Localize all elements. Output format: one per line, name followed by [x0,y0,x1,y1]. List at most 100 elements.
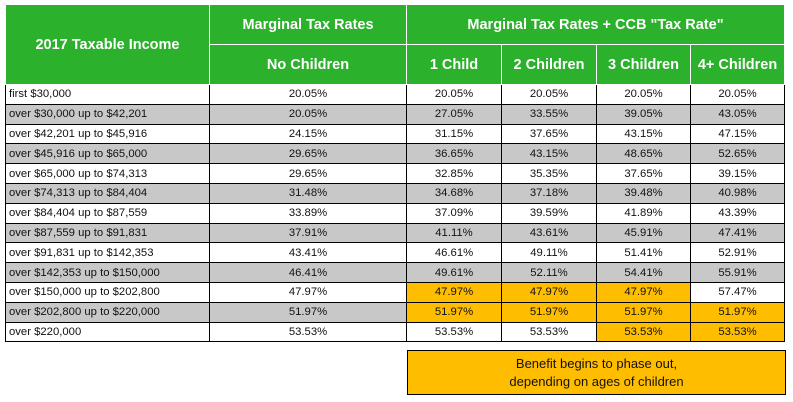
rate-1-child: 49.61% [406,262,502,283]
rate-4-children: 40.98% [690,182,785,204]
rate-1-child: 34.68% [406,182,502,204]
rate-4-children: 55.91% [690,262,785,283]
rate-2-children: 53.53% [501,321,597,343]
rate-2-children: 43.61% [501,222,597,244]
rate-2-children: 37.65% [501,123,597,145]
rate-4-children: 52.91% [690,242,785,264]
marginal-tax-rates-header: Marginal Tax Rates [209,4,407,45]
rate-no-children: 20.05% [209,84,407,105]
rate-2-children: 52.11% [501,262,597,283]
table-row: first $30,000 20.05% 20.05% 20.05% 20.05… [5,84,785,105]
rate-2-children: 33.55% [501,103,597,125]
rate-no-children: 20.05% [209,103,407,125]
rate-no-children: 29.65% [209,163,407,184]
rate-1-child: 53.53% [406,321,502,343]
table-row: over $30,000 up to $42,201 20.05% 27.05%… [5,103,785,125]
rate-3-children: 41.89% [596,202,691,224]
rate-4-children: 43.39% [690,202,785,224]
rate-1-child-phase-out: 47.97% [406,281,502,303]
rate-3-children-phase-out: 53.53% [596,321,691,343]
table-row: over $87,559 up to $91,831 37.91% 41.11%… [5,222,785,244]
rate-2-children-phase-out: 47.97% [501,281,597,303]
table-row: over $42,201 up to $45,916 24.15% 31.15%… [5,123,785,145]
rate-1-child-phase-out: 51.97% [406,301,502,323]
rate-no-children: 37.91% [209,222,407,244]
rate-1-child: 31.15% [406,123,502,145]
rate-no-children: 47.97% [209,281,407,303]
rate-4-children: 57.47% [690,281,785,303]
rate-2-children-phase-out: 51.97% [501,301,597,323]
table-row: over $65,000 up to $74,313 29.65% 32.85%… [5,163,785,184]
legend-line-2: depending on ages of children [509,373,684,389]
rate-3-children: 45.91% [596,222,691,244]
rate-3-children: 20.05% [596,84,691,105]
one-child-header: 1 Child [406,44,502,85]
rate-4-children-phase-out: 53.53% [690,321,785,343]
rate-4-children: 43.05% [690,103,785,125]
rate-1-child: 27.05% [406,103,502,125]
rate-no-children: 51.97% [209,301,407,323]
rate-no-children: 43.41% [209,242,407,264]
income-bracket: over $91,831 up to $142,353 [5,242,210,264]
income-bracket: over $220,000 [5,321,210,343]
rate-1-child: 20.05% [406,84,502,105]
legend-line-1: Benefit begins to phase out, [515,355,678,371]
rate-3-children: 43.15% [596,123,691,145]
income-bracket: over $65,000 up to $74,313 [5,163,210,184]
table-row: over $150,000 up to $202,800 47.97% 47.9… [5,281,785,303]
table-row: over $142,353 up to $150,000 46.41% 49.6… [5,262,785,283]
income-bracket: over $74,313 up to $84,404 [5,182,210,204]
table-row: over $84,404 up to $87,559 33.89% 37.09%… [5,202,785,224]
rate-3-children: 39.48% [596,182,691,204]
rate-4-children: 39.15% [690,163,785,184]
three-children-header: 3 Children [596,44,691,85]
no-children-header: No Children [209,44,407,85]
tax-rate-table-container: 2017 Taxable Income Marginal Tax Rates M… [5,4,785,343]
income-bracket: over $30,000 up to $42,201 [5,103,210,125]
rate-4-children: 20.05% [690,84,785,105]
rate-no-children: 33.89% [209,202,407,224]
rate-3-children: 51.41% [596,242,691,264]
rate-3-children: 48.65% [596,143,691,165]
rate-no-children: 29.65% [209,143,407,165]
four-plus-children-header: 4+ Children [690,44,785,85]
rate-no-children: 24.15% [209,123,407,145]
rate-1-child: 32.85% [406,163,502,184]
rate-3-children: 39.05% [596,103,691,125]
rate-4-children: 47.15% [690,123,785,145]
rate-3-children-phase-out: 51.97% [596,301,691,323]
income-bracket: over $87,559 up to $91,831 [5,222,210,244]
marginal-plus-ccb-header: Marginal Tax Rates + CCB "Tax Rate" [406,4,785,45]
rate-2-children: 43.15% [501,143,597,165]
income-bracket: over $150,000 up to $202,800 [5,281,210,303]
rate-1-child: 41.11% [406,222,502,244]
rate-4-children-phase-out: 51.97% [690,301,785,323]
rate-1-child: 46.61% [406,242,502,264]
rate-1-child: 37.09% [406,202,502,224]
rate-4-children: 47.41% [690,222,785,244]
income-bracket: over $42,201 up to $45,916 [5,123,210,145]
rate-3-children: 54.41% [596,262,691,283]
rate-no-children: 46.41% [209,262,407,283]
rate-3-children-phase-out: 47.97% [596,281,691,303]
two-children-header: 2 Children [501,44,597,85]
income-bracket: over $142,353 up to $150,000 [5,262,210,283]
rate-4-children: 52.65% [690,143,785,165]
rate-2-children: 20.05% [501,84,597,105]
rate-1-child: 36.65% [406,143,502,165]
table-row: over $91,831 up to $142,353 43.41% 46.61… [5,242,785,264]
income-bracket: first $30,000 [5,84,210,105]
table-row: over $45,916 up to $65,000 29.65% 36.65%… [5,143,785,165]
rate-no-children: 31.48% [209,182,407,204]
rate-2-children: 37.18% [501,182,597,204]
table-row: over $220,000 53.53% 53.53% 53.53% 53.53… [5,321,785,343]
income-bracket: over $202,800 up to $220,000 [5,301,210,323]
income-column-header: 2017 Taxable Income [5,4,210,85]
rate-3-children: 37.65% [596,163,691,184]
income-bracket: over $45,916 up to $65,000 [5,143,210,165]
rate-no-children: 53.53% [209,321,407,343]
phase-out-legend: Benefit begins to phase out, depending o… [407,350,786,395]
rate-2-children: 49.11% [501,242,597,264]
rate-2-children: 39.59% [501,202,597,224]
rate-2-children: 35.35% [501,163,597,184]
